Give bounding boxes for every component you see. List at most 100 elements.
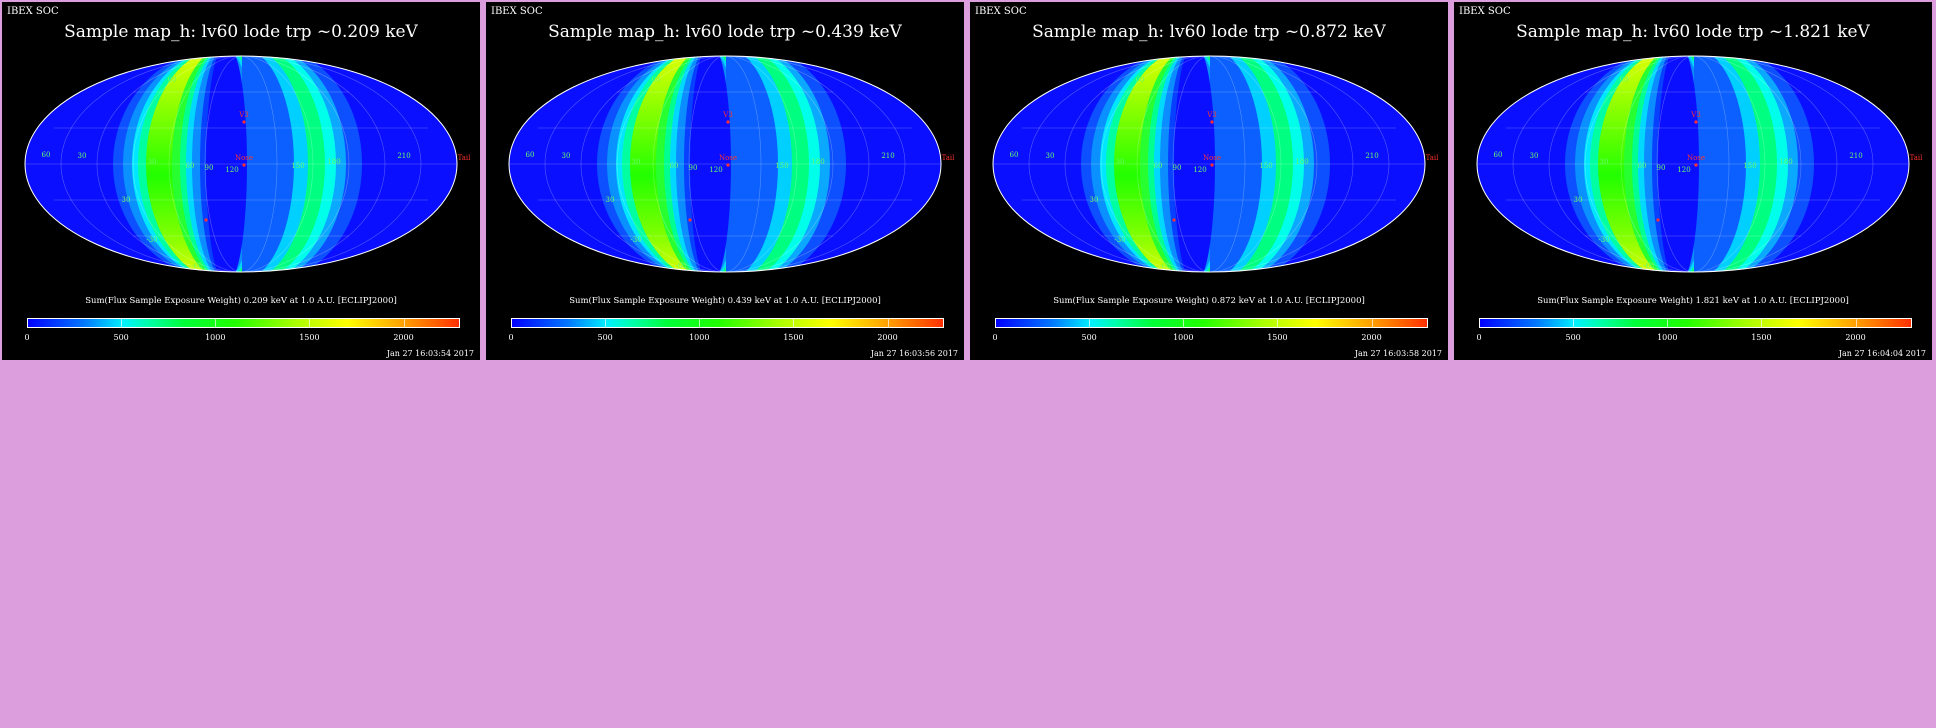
latitude-label: 30	[606, 196, 615, 204]
longitude-label: 180	[1295, 158, 1308, 166]
latitude-label: 60	[1620, 76, 1629, 84]
colorbar-tick-label: 500	[113, 333, 129, 342]
soc-label: IBEX SOC	[7, 6, 59, 17]
longitude-label: 30	[632, 158, 641, 166]
grid-meridian	[1512, 56, 1874, 272]
v3-marker	[242, 120, 246, 124]
grid-meridian	[616, 56, 834, 272]
longitude-label: 30	[78, 152, 87, 160]
map-outline	[24, 55, 458, 273]
center-strip	[695, 56, 731, 272]
colorbar-tick-label: 2000	[877, 333, 898, 342]
v3-marker	[726, 120, 730, 124]
colorbar-tick	[1667, 318, 1669, 328]
colorbar-tick-label: 1000	[205, 333, 226, 342]
tail-label: Tail	[942, 154, 956, 162]
latitude-label: -30	[630, 236, 641, 244]
v3-label: V3	[722, 111, 733, 119]
colorbar-tick	[1089, 318, 1091, 328]
center-strip	[1663, 56, 1699, 272]
grid-meridian	[580, 56, 870, 272]
latitude-label: -30	[1114, 236, 1125, 244]
longitude-label: 210	[1849, 152, 1862, 160]
latitude-label: -60	[675, 262, 686, 270]
colorbar-tick	[605, 318, 607, 328]
colorbar-tick	[1573, 318, 1575, 328]
colorbar-title: Sum(Flux Sample Exposure Weight) 0.209 k…	[85, 296, 397, 306]
grid-meridian	[1028, 56, 1390, 272]
grid-meridian	[1172, 56, 1246, 272]
longitude-label: 180	[1779, 158, 1792, 166]
grid-meridian	[1100, 56, 1318, 272]
soc-label: IBEX SOC	[975, 6, 1027, 17]
sky-map: 60 30 30 60 90 120 150 180 210 V3 Nose Tail 60 30 -30 -…	[1476, 55, 1924, 273]
map-title: Sample map_h: lv60 lode trp ~0.439 keV	[548, 22, 902, 42]
longitude-label: 210	[1365, 152, 1378, 160]
grid-meridian	[652, 56, 798, 272]
crescent-deep	[1210, 56, 1262, 272]
colorbar-tick-label: 1500	[1751, 333, 1772, 342]
colorbar-tick-label: 500	[1081, 333, 1097, 342]
longitude-label: 60	[1154, 162, 1163, 170]
longitude-label: 30	[1116, 158, 1125, 166]
longitude-label: 90	[689, 164, 698, 172]
colorbar-tick	[1371, 318, 1373, 328]
longitude-label: 30	[1046, 152, 1055, 160]
grid-meridian	[1136, 56, 1282, 272]
colorbar-tick	[995, 318, 996, 328]
colorbar-tick	[511, 318, 512, 328]
longitude-label: 210	[881, 152, 894, 160]
colorbar-tick	[699, 318, 701, 328]
latitude-label: 30	[1574, 196, 1583, 204]
latitude-label: 30	[1090, 196, 1099, 204]
colorbar-tick	[403, 318, 405, 328]
soc-label: IBEX SOC	[1459, 6, 1511, 17]
colorbar-tick	[121, 318, 123, 328]
soc-label: IBEX SOC	[491, 6, 543, 17]
grid-meridian	[688, 56, 762, 272]
map-title: Sample map_h: lv60 lode trp ~1.821 keV	[1516, 22, 1870, 42]
latitude-label: -60	[1159, 262, 1170, 270]
sky-map: 60 30 30 60 90 120 150 180 210 V3 Nose Tail 60 30 -30 -…	[508, 55, 956, 273]
nose-label: Nose	[1203, 154, 1221, 162]
center-strip	[1179, 56, 1215, 272]
tail-label: Tail	[458, 154, 472, 162]
longitude-label: 60	[1010, 151, 1019, 159]
longitude-label: 90	[1173, 164, 1182, 172]
sky-map: 60 30 30 60 90 120 150 180 210 V3 Nose Tail 60 30 -30 -…	[992, 55, 1439, 273]
v3-label: V3	[238, 111, 249, 119]
longitude-label: 30	[148, 158, 157, 166]
timestamp: Jan 27 16:03:58 2017	[1354, 349, 1442, 358]
colorbar-title: Sum(Flux Sample Exposure Weight) 0.872 k…	[1053, 296, 1365, 306]
colorbar-tick-label: 1000	[1173, 333, 1194, 342]
longitude-label: 90	[1657, 164, 1666, 172]
grid-meridian	[204, 56, 278, 272]
longitude-label: 150	[775, 162, 788, 170]
nose-marker	[726, 163, 730, 167]
longitude-label: 60	[526, 151, 535, 159]
map-title: Sample map_h: lv60 lode trp ~0.872 keV	[1032, 22, 1386, 42]
colorbar-tick	[309, 318, 311, 328]
colorbar-title: Sum(Flux Sample Exposure Weight) 1.821 k…	[1537, 296, 1849, 306]
colorbar-tick-label: 1500	[1267, 333, 1288, 342]
grid-meridian	[168, 56, 314, 272]
colorbar-tick-label: 1500	[783, 333, 804, 342]
downwind-marker	[1656, 218, 1660, 222]
v3-label: V3	[1206, 111, 1217, 119]
latitude-label: 60	[1136, 76, 1145, 84]
longitude-label: 120	[1677, 166, 1690, 174]
longitude-label: 210	[397, 152, 410, 160]
crescent-deep	[1694, 56, 1746, 272]
longitude-label: 180	[811, 158, 824, 166]
map-panel: IBEX SOC Sample map_h: lv60 lode trp ~1.8…	[1454, 2, 1932, 360]
downwind-marker	[1172, 218, 1176, 222]
longitude-label: 60	[42, 151, 51, 159]
longitude-label: 30	[1530, 152, 1539, 160]
colorbar-tick-label: 1000	[1657, 333, 1678, 342]
tail-label: Tail	[1910, 154, 1924, 162]
colorbar	[27, 318, 460, 328]
longitude-label: 60	[1638, 162, 1647, 170]
colorbar-title: Sum(Flux Sample Exposure Weight) 0.439 k…	[569, 296, 881, 306]
colorbar-tick-label: 0	[1476, 333, 1482, 342]
